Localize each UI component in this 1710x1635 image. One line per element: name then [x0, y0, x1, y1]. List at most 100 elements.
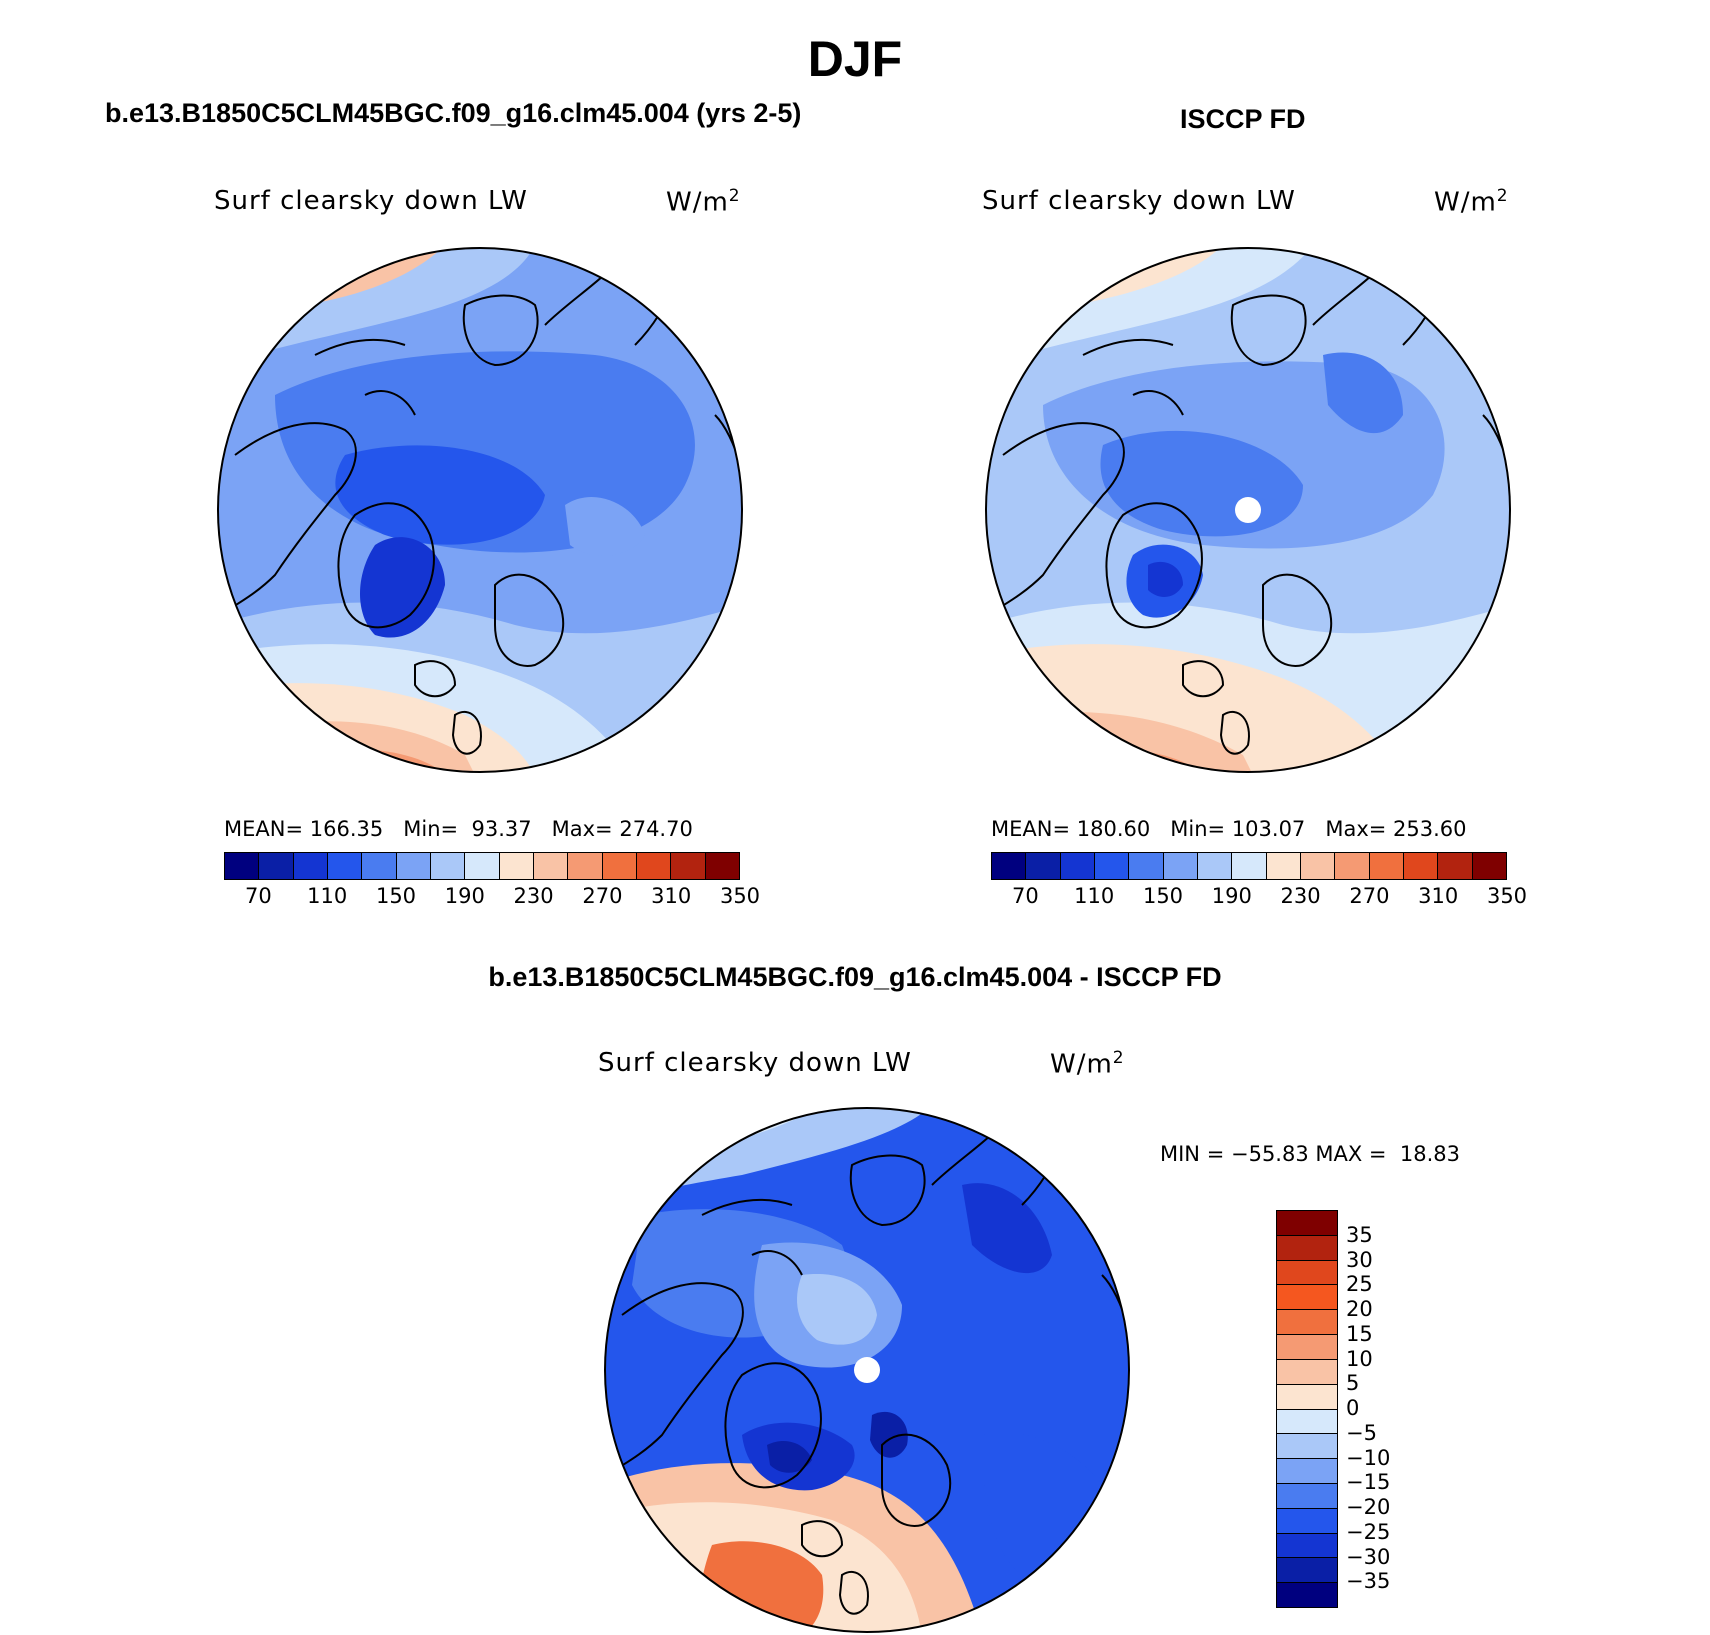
colorbar-swatch — [327, 853, 363, 879]
diff-polar-map — [604, 1107, 1130, 1633]
obs-colorbar-labels: 70 110 150 190 230 270 310 350 — [991, 880, 1527, 908]
colorbar-swatch — [1129, 853, 1164, 879]
colorbar-swatch — [602, 853, 637, 879]
model-units-label: W/m2 — [666, 186, 741, 218]
colorbar-swatch — [992, 853, 1027, 879]
model-panel-title: b.e13.B1850C5CLM45BGC.f09_g16.clm45.004 … — [105, 98, 802, 128]
colorbar-tick-label: 35 — [1346, 1222, 1373, 1247]
colorbar-swatch — [533, 853, 569, 879]
colorbar-tick-label: 25 — [1346, 1272, 1373, 1297]
diff-colorbar-labels: 35 30 25 20 15 10 5 0 −5 −10 −15 −20 −25 −30 −35 — [1346, 1210, 1406, 1606]
colorbar-swatch — [1277, 1434, 1337, 1460]
colorbar-tick-label: 20 — [1346, 1297, 1373, 1321]
colorbar-swatch — [1197, 853, 1233, 879]
colorbar-swatch — [1369, 853, 1404, 879]
diff-colorbar: 35 30 25 20 15 10 5 0 −5 −10 −15 −20 −25 −30 −35 — [1276, 1210, 1406, 1610]
colorbar-tick-label: 350 — [719, 884, 761, 908]
colorbar-swatch — [1403, 853, 1439, 879]
colorbar-swatch — [293, 853, 328, 879]
colorbar-tick-label: 150 — [375, 884, 417, 908]
colorbar-tick-label: 15 — [1346, 1321, 1373, 1346]
diff-units-label: W/m2 — [1050, 1048, 1125, 1080]
colorbar-swatch — [1277, 1583, 1337, 1607]
colorbar-swatch — [1163, 853, 1198, 879]
obs-colorbar-swatches — [991, 852, 1507, 880]
colorbar-swatch — [1266, 853, 1301, 879]
colorbar-tick-label: −5 — [1346, 1420, 1377, 1445]
colorbar-swatch — [1277, 1459, 1337, 1484]
colorbar-tick-label: −20 — [1346, 1495, 1391, 1519]
colorbar-swatch — [1277, 1235, 1337, 1261]
diff-variable-label: Surf clearsky down LW — [598, 1048, 912, 1078]
colorbar-swatch — [430, 853, 466, 879]
colorbar-swatch — [1277, 1260, 1337, 1286]
season-title: DJF — [807, 31, 903, 87]
colorbar-tick-label: 0 — [1346, 1396, 1360, 1420]
colorbar-swatch — [1277, 1211, 1337, 1236]
colorbar-tick-label: −10 — [1346, 1445, 1391, 1470]
colorbar-swatch — [225, 853, 260, 879]
colorbar-swatch — [1438, 853, 1473, 879]
colorbar-tick-label: 30 — [1346, 1247, 1373, 1272]
colorbar-swatch — [362, 853, 397, 879]
colorbar-swatch — [396, 853, 431, 879]
colorbar-tick-label: 350 — [1486, 884, 1528, 908]
colorbar-tick-label: 110 — [307, 884, 348, 908]
obs-panel-title: ISCCP FD — [1180, 104, 1306, 134]
obs-colorbar: 70 110 150 190 230 270 310 350 — [991, 852, 1527, 908]
colorbar-tick-label: 230 — [1280, 884, 1321, 908]
colorbar-swatch — [1277, 1359, 1337, 1385]
colorbar-tick-label: 10 — [1346, 1346, 1373, 1371]
colorbar-swatch — [499, 853, 534, 879]
model-colorbar-swatches — [224, 852, 740, 880]
model-colorbar: 70 110 150 190 230 270 310 350 — [224, 852, 760, 908]
colorbar-tick-label: 70 — [1012, 884, 1039, 908]
colorbar-swatch — [671, 853, 706, 879]
colorbar-tick-label: 270 — [582, 884, 623, 908]
colorbar-tick-label: −25 — [1346, 1519, 1391, 1544]
diff-stats: MIN = −55.83 MAX = 18.83 — [1160, 1142, 1461, 1166]
colorbar-swatch — [1277, 1533, 1337, 1559]
colorbar-swatch — [1277, 1508, 1337, 1534]
colorbar-swatch — [1026, 853, 1061, 879]
colorbar-swatch — [1277, 1310, 1337, 1336]
obs-variable-label: Surf clearsky down LW — [982, 186, 1296, 216]
colorbar-swatch — [636, 853, 672, 879]
colorbar-swatch — [1060, 853, 1095, 879]
colorbar-swatch — [1472, 853, 1506, 879]
colorbar-tick-label: 150 — [1142, 884, 1184, 908]
diff-colorbar-swatches — [1276, 1210, 1338, 1608]
colorbar-swatch — [568, 853, 603, 879]
colorbar-swatch — [1277, 1285, 1337, 1311]
colorbar-swatch — [1094, 853, 1130, 879]
colorbar-tick-label: −15 — [1346, 1470, 1391, 1495]
colorbar-swatch — [1277, 1483, 1337, 1509]
colorbar-tick-label: 230 — [513, 884, 554, 908]
model-polar-map — [217, 247, 743, 773]
colorbar-tick-label: 190 — [444, 884, 485, 908]
colorbar-tick-label: 310 — [651, 884, 692, 908]
obs-units-label: W/m2 — [1434, 186, 1509, 218]
colorbar-swatch — [259, 853, 294, 879]
diff-panel-title: b.e13.B1850C5CLM45BGC.f09_g16.clm45.004 … — [488, 962, 1222, 992]
obs-polar-map — [985, 247, 1511, 773]
colorbar-swatch — [705, 853, 739, 879]
colorbar-tick-label: 110 — [1074, 884, 1115, 908]
obs-stats: MEAN= 180.60 Min= 103.07 Max= 253.60 — [991, 817, 1467, 841]
colorbar-tick-label: 5 — [1346, 1371, 1360, 1396]
colorbar-tick-label: 190 — [1211, 884, 1252, 908]
colorbar-tick-label: −30 — [1346, 1544, 1391, 1569]
colorbar-swatch — [1277, 1335, 1337, 1360]
colorbar-swatch — [1335, 853, 1370, 879]
model-stats: MEAN= 166.35 Min= 93.37 Max= 274.70 — [224, 817, 693, 841]
colorbar-tick-label: 310 — [1418, 884, 1459, 908]
colorbar-tick-label: 270 — [1349, 884, 1390, 908]
colorbar-swatch — [1277, 1409, 1337, 1435]
colorbar-swatch — [1300, 853, 1336, 879]
colorbar-swatch — [1277, 1384, 1337, 1410]
colorbar-tick-label: −35 — [1346, 1569, 1391, 1594]
model-variable-label: Surf clearsky down LW — [214, 186, 528, 216]
colorbar-swatch — [1277, 1558, 1337, 1584]
model-colorbar-labels: 70 110 150 190 230 270 310 350 — [224, 880, 760, 908]
colorbar-swatch — [465, 853, 500, 879]
